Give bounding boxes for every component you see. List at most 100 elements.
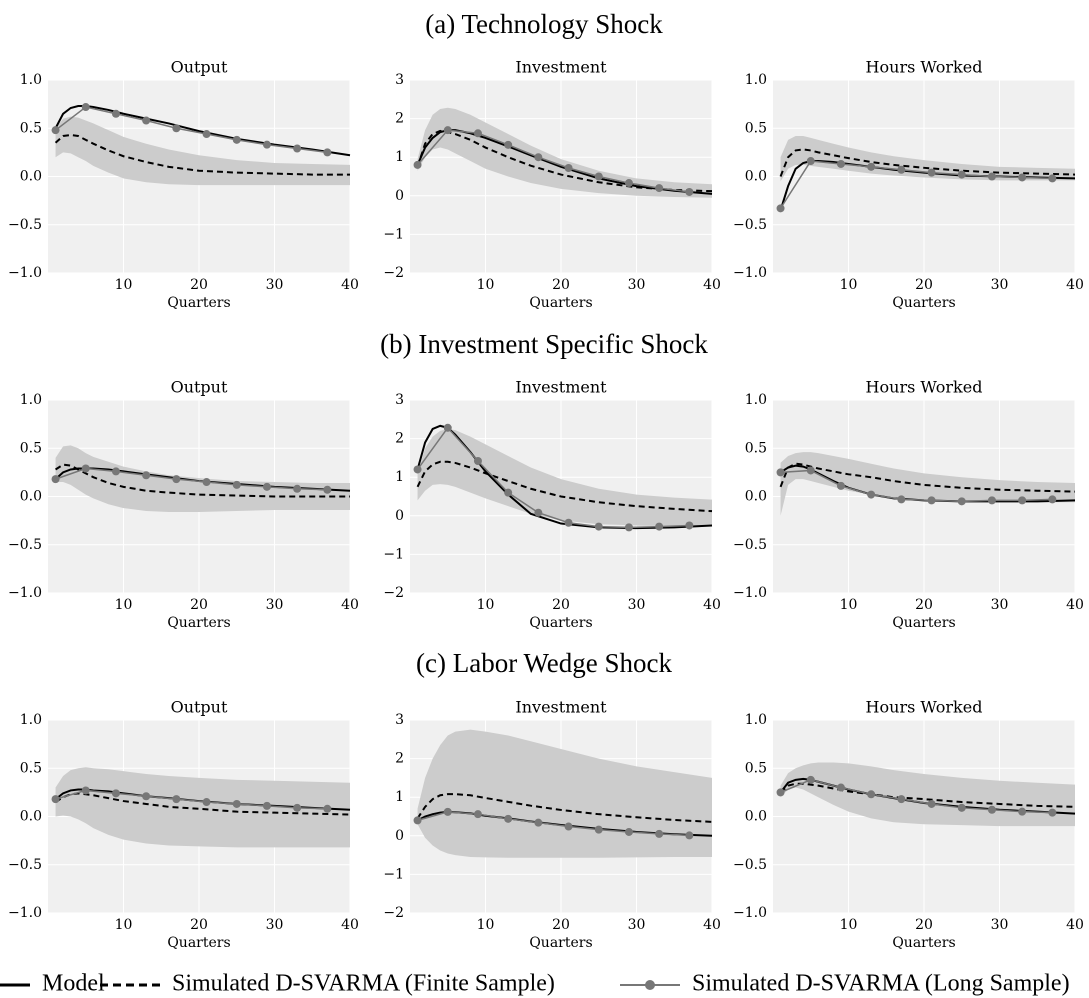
series-marker [142, 116, 151, 125]
y-tick-label: 0.0 [745, 809, 767, 825]
y-tick-label: 0.5 [745, 120, 767, 136]
series-marker [776, 468, 785, 477]
x-tick-label: 40 [341, 597, 359, 613]
y-tick-label: −1.0 [8, 265, 42, 281]
confidence-band [417, 729, 712, 858]
series-marker [594, 522, 603, 531]
x-tick-label: 20 [190, 597, 208, 613]
series-marker [172, 475, 181, 484]
x-tick-label: 10 [840, 277, 858, 293]
series-marker [1048, 174, 1057, 183]
y-tick-label: 3 [395, 392, 404, 408]
y-tick-label: 1.0 [20, 392, 42, 408]
series-marker [202, 798, 211, 807]
x-axis-label: Quarters [167, 615, 230, 631]
y-tick-label: 0.0 [20, 489, 42, 505]
series-marker [867, 790, 876, 799]
x-tick-label: 20 [552, 277, 570, 293]
series-line [780, 469, 1053, 503]
series-marker [987, 496, 996, 505]
y-tick-label: −1.0 [733, 265, 767, 281]
series-marker [202, 478, 211, 487]
series-marker [776, 204, 785, 213]
section-title: (c) Labor Wedge Shock [416, 648, 672, 678]
confidence-band [55, 445, 351, 512]
series-line [416, 426, 690, 529]
x-tick-label: 10 [477, 277, 495, 293]
series-marker [806, 466, 815, 475]
x-tick-label: 30 [266, 597, 284, 613]
subplot-title: Hours Worked [866, 698, 983, 717]
series-line [779, 160, 1053, 209]
y-tick-label: 0.5 [20, 760, 42, 776]
y-tick-label: 1 [395, 789, 404, 805]
series-line [417, 811, 690, 837]
y-tick-label: −1.0 [8, 905, 42, 921]
series-marker [897, 165, 906, 174]
subplot-title: Investment [515, 378, 607, 397]
series-marker [443, 126, 452, 135]
series-marker [504, 488, 513, 497]
series-line [416, 460, 713, 513]
y-tick-label: 0 [395, 828, 404, 844]
y-tick-label: 1 [395, 469, 404, 485]
y-tick-label: 0.5 [20, 120, 42, 136]
series-marker [867, 490, 876, 499]
subplot-title: Hours Worked [866, 378, 983, 397]
confidence-band [55, 116, 351, 186]
y-tick-label: −1 [383, 546, 404, 562]
x-tick-label: 20 [552, 917, 570, 933]
series-marker [655, 184, 664, 193]
series-line [779, 462, 1076, 493]
series-marker [202, 130, 211, 139]
y-tick-label: 3 [395, 712, 404, 728]
confidence-band [417, 107, 712, 198]
y-tick-label: 0.5 [20, 440, 42, 456]
x-axis-label: Quarters [529, 935, 592, 951]
series-marker [443, 423, 452, 432]
y-tick-label: −1.0 [733, 585, 767, 601]
series-marker [957, 497, 966, 506]
series-line [54, 133, 350, 176]
series-marker [172, 124, 181, 133]
series-line [779, 148, 1076, 177]
x-tick-label: 40 [341, 277, 359, 293]
confidence-band [55, 767, 351, 848]
series-line [780, 779, 1053, 814]
y-tick-label: 0.0 [20, 169, 42, 185]
y-tick-label: −0.5 [8, 217, 42, 233]
series-marker [624, 179, 633, 188]
x-tick-label: 10 [115, 277, 133, 293]
series-marker [987, 172, 996, 181]
y-tick-label: −0.5 [733, 857, 767, 873]
series-marker [594, 825, 603, 834]
x-tick-label: 10 [477, 917, 495, 933]
subplot-title: Investment [515, 698, 607, 717]
series-marker [685, 187, 694, 196]
x-tick-label: 30 [628, 277, 646, 293]
series-marker [534, 508, 543, 517]
series-marker [111, 467, 120, 476]
series-marker [51, 126, 60, 135]
series-marker [624, 827, 633, 836]
series-line [779, 782, 1076, 808]
series-marker [473, 810, 482, 819]
series-marker [806, 775, 815, 784]
y-tick-label: 2 [395, 431, 404, 447]
series-marker [323, 804, 332, 813]
y-tick-label: −2 [383, 585, 404, 601]
series-marker [685, 521, 694, 530]
series-marker [323, 485, 332, 494]
section-title: (b) Investment Specific Shock [380, 329, 708, 359]
legend-label: Simulated D-SVARMA (Long Sample) [692, 971, 1070, 997]
series-marker [51, 795, 60, 804]
y-tick-label: −0.5 [733, 217, 767, 233]
x-tick-label: 30 [628, 597, 646, 613]
series-marker [534, 818, 543, 827]
series-marker [1018, 496, 1027, 505]
subplot-title: Output [171, 378, 228, 397]
series-marker [836, 481, 845, 490]
series-marker [806, 157, 815, 166]
